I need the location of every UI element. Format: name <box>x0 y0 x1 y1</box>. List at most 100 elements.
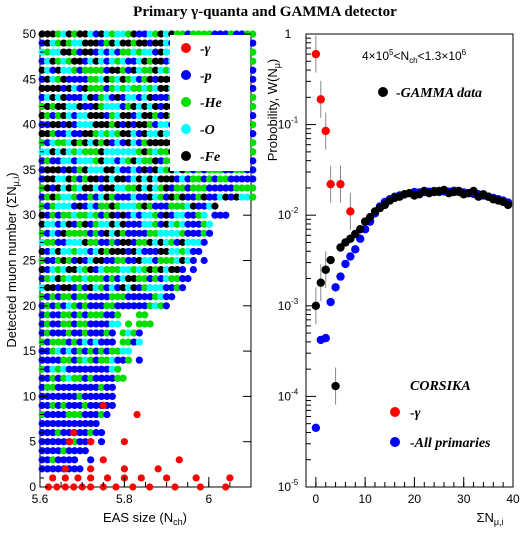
right-scatter-point <box>351 245 360 254</box>
left-scatter-point <box>76 220 84 228</box>
left-scatter-point <box>130 256 138 265</box>
left-scatter-point <box>162 148 170 156</box>
left-scatter-point <box>124 139 133 147</box>
left-scatter-point <box>151 275 160 283</box>
left-scatter-point <box>43 93 52 102</box>
left-scatter-point <box>124 220 133 228</box>
left-scatter-point <box>108 347 116 355</box>
left-scatter-point <box>92 410 100 419</box>
left-scatter-point <box>92 111 100 120</box>
left-scatter-point <box>195 193 203 201</box>
left-scatter-point <box>184 238 192 246</box>
left-scatter-point <box>135 39 143 47</box>
left-scatter-point <box>60 84 68 92</box>
left-scatter-point <box>151 175 160 183</box>
left-scatter-point <box>54 247 62 256</box>
left-scatter-point <box>92 247 100 256</box>
left-scatter-point <box>76 148 84 156</box>
left-scatter-point-gamma <box>146 483 154 491</box>
left-scatter-point <box>92 311 100 319</box>
left-scatter-point <box>124 111 133 120</box>
left-legend: -γ -p -He -O -Fe <box>170 35 250 171</box>
left-scatter-point <box>249 57 257 65</box>
left-scatter-point <box>119 157 127 165</box>
left-scatter-point <box>114 302 122 310</box>
left-scatter-point-gamma <box>87 465 95 473</box>
left-scatter-point <box>60 238 68 246</box>
left-scatter-point <box>97 193 106 201</box>
left-scatter-point <box>65 211 73 219</box>
left-scatter-point <box>43 175 52 183</box>
left-scatter-point <box>103 139 111 147</box>
right-scatter-point <box>356 225 365 234</box>
left-scatter-point <box>108 238 116 246</box>
left-scatter-point <box>243 193 251 201</box>
left-scatter-point <box>162 39 170 47</box>
left-scatter-point <box>81 329 89 337</box>
left-scatter-point <box>200 229 208 237</box>
left-scatter-point <box>70 383 79 391</box>
left-scatter-point <box>54 465 62 473</box>
left-scatter-point <box>119 338 127 346</box>
left-scatter-point <box>146 175 154 183</box>
left-scatter-point <box>178 275 187 283</box>
left-scatter-point <box>184 202 192 210</box>
left-scatter-point <box>195 238 203 246</box>
left-scatter-point <box>124 265 133 274</box>
left-scatter-point <box>92 356 100 364</box>
left-scatter-point <box>249 66 257 74</box>
left-scatter-point <box>43 238 52 246</box>
left-scatter-point <box>60 293 68 301</box>
left-scatter-point <box>92 102 100 111</box>
left-scatter-point <box>60 66 68 74</box>
left-scatter-point <box>54 419 62 428</box>
left-scatter-point <box>92 121 100 129</box>
left-scatter-point <box>65 365 73 373</box>
left-scatter-point <box>97 410 106 419</box>
left-scatter-point <box>60 284 68 292</box>
left-scatter-point <box>103 121 111 129</box>
left-scatter-point <box>141 238 149 246</box>
left-scatter-point <box>92 265 100 274</box>
left-scatter-point <box>189 211 197 219</box>
left-scatter-point <box>114 347 122 355</box>
left-scatter-point <box>60 157 68 165</box>
left-scatter-point <box>249 111 257 120</box>
left-scatter-point <box>76 211 84 219</box>
left-scatter-point <box>65 193 73 201</box>
left-scatter-point <box>238 175 246 183</box>
left-scatter-point <box>54 356 62 364</box>
left-scatter-point <box>49 184 57 192</box>
left-scatter-point <box>49 229 57 237</box>
left-scatter-point <box>173 275 181 283</box>
left-scatter-point <box>184 256 192 265</box>
left-scatter-point <box>146 193 154 201</box>
left-scatter-point <box>81 48 89 56</box>
left-scatter-point <box>87 311 95 319</box>
left-scatter-point <box>157 202 165 210</box>
left-scatter-point-gamma <box>112 483 120 491</box>
left-scatter-point <box>124 356 133 364</box>
left-scatter-point <box>232 193 241 201</box>
left-scatter-point <box>124 148 133 156</box>
left-scatter-point <box>43 419 52 428</box>
left-scatter-point <box>141 293 149 301</box>
right-y-tick-label: 10-4 <box>278 387 299 403</box>
left-scatter-point <box>97 284 106 292</box>
right-scatter-point <box>336 272 345 281</box>
right-axis-ticks: 0 10 20 30 40 10-5 10-4 10-3 10-2 10-1 1 <box>278 27 520 506</box>
right-legend-marker-all-primaries <box>390 437 400 447</box>
left-scatter-point <box>60 48 68 56</box>
left-scatter-point <box>87 265 95 274</box>
left-scatter-point <box>43 456 52 464</box>
left-scatter-point <box>119 184 127 192</box>
left-scatter-point <box>60 220 68 228</box>
left-scatter-point <box>141 229 149 237</box>
left-scatter-point <box>157 157 165 165</box>
left-scatter-point <box>114 184 122 192</box>
left-scatter-point <box>81 311 89 319</box>
left-scatter-point <box>92 148 100 156</box>
left-scatter-point <box>76 347 84 355</box>
left-scatter-point <box>108 392 116 400</box>
left-scatter-point-gamma <box>99 456 107 464</box>
